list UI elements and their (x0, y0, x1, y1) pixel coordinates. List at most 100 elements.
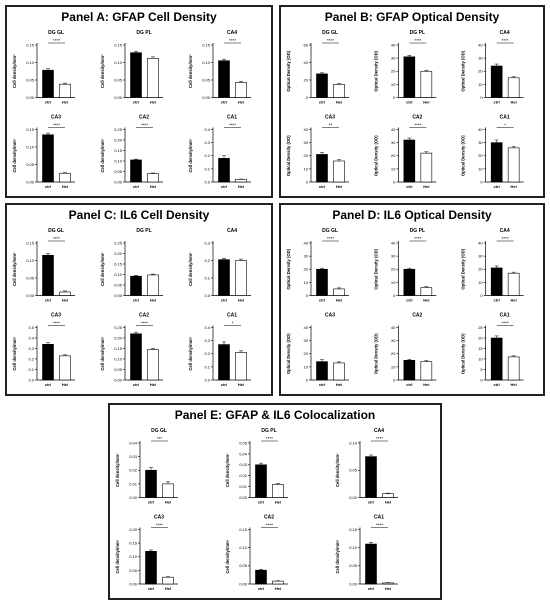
subchart-ca1: CA1 Cell density/mm³ 0.0 0.1 0.2 0.3 0.4 ctrl He… (188, 115, 251, 189)
bar-ctrl (218, 344, 230, 381)
y-tick-label: 0.10 (26, 60, 35, 65)
bar-hel (382, 582, 394, 585)
y-tick-label: 20 (478, 69, 483, 74)
subchart-dg-pl: DG PL Optical Density (OD) 0 10 20 30 40 ctrl He… (373, 30, 437, 105)
y-tick-label: 0.2 (28, 356, 34, 361)
y-tick-label: 10 (391, 280, 396, 285)
significance-label: ** (329, 122, 333, 127)
y-tick-label: 0.0 (28, 377, 34, 382)
y-tick-label: 0.00 (114, 377, 123, 382)
y-tick-label: 0 (306, 179, 309, 184)
y-axis-label: Cell density/mm³ (115, 539, 120, 573)
y-axis-label: Cell density/mm³ (12, 336, 17, 370)
bar-hel (59, 291, 71, 296)
x-tick-label: Hel (385, 586, 391, 591)
significance-label: **** (53, 236, 60, 241)
x-tick-label: ctrl (45, 100, 51, 105)
bar-ctrl (490, 65, 503, 98)
subchart-ca3: CA3 Optical Density (OD) 0 10 20 30 40 ctrl Hel *… (286, 115, 349, 189)
x-tick-label: Hel (150, 382, 156, 387)
y-tick-label: 20 (478, 153, 483, 158)
y-tick-label: 0 (480, 377, 483, 382)
y-tick-label: 0.20 (114, 251, 123, 256)
significance-label: **** (229, 122, 236, 127)
bar-hel (507, 147, 520, 183)
bar-hel (147, 349, 159, 381)
y-tick-label: 0.15 (114, 42, 123, 47)
y-tick-label: 0.00 (239, 495, 248, 500)
x-tick-label: ctrl (133, 298, 139, 303)
bar-ctrl (145, 551, 157, 585)
y-axis-label: Cell density/mm³ (188, 336, 193, 370)
bar-hel (420, 70, 433, 98)
y-tick-label: 0.00 (114, 95, 123, 100)
y-tick-label: 0 (480, 293, 483, 298)
y-tick-label: 0.00 (129, 495, 138, 500)
x-tick-label: ctrl (319, 184, 325, 189)
subchart-dg-gl: DG GL Cell density/mm³ 0.00 0.05 0.10 0.15 ctr… (12, 30, 75, 105)
y-axis-label: Optical Density (OD) (461, 50, 466, 91)
subchart-title: DG GL (151, 428, 167, 434)
x-tick-label: Hel (336, 298, 342, 303)
panel-charts: DG GL Optical Density (OD) 0 20 40 60 ctrl Hel *… (286, 30, 524, 189)
y-tick-label: 0.5 (28, 325, 34, 330)
bar-ctrl (42, 254, 54, 296)
bar-ctrl (316, 268, 328, 296)
y-tick-label: 0.20 (129, 527, 138, 532)
bar-hel (147, 274, 159, 296)
y-axis-label: Cell density/mm³ (225, 539, 230, 573)
significance-label: **** (53, 38, 60, 43)
x-tick-label: ctrl (368, 586, 374, 591)
y-axis-label: Cell density/mm³ (188, 54, 193, 88)
y-tick-label: 0.05 (114, 169, 123, 174)
y-tick-label: 30 (304, 254, 309, 259)
y-tick-label: 20 (304, 267, 309, 272)
x-tick-label: Hel (62, 184, 68, 189)
y-tick-label: 40 (391, 42, 396, 47)
bar-hel (162, 483, 174, 498)
bar-hel (420, 152, 433, 183)
y-tick-label: 0.15 (129, 541, 138, 546)
y-tick-label: 0.3 (28, 346, 34, 351)
y-tick-label: 0.10 (114, 60, 123, 65)
panel-charts: DG GL Cell density/mm³ 0.00 0.05 0.10 0.15 ctr… (12, 228, 251, 387)
y-axis-label: Cell density/mm³ (100, 54, 105, 88)
bar-hel (420, 361, 433, 381)
bar-ctrl (42, 134, 54, 183)
x-tick-label: Hel (511, 100, 517, 105)
bar-ctrl (218, 158, 230, 183)
y-tick-label: 0.25 (114, 325, 123, 330)
subchart-ca1: CA1 Optical Density (OD) 0 10 20 30 40 ctrl Hel * (461, 115, 524, 189)
bar-ctrl (130, 333, 142, 381)
x-tick-label: ctrl (221, 382, 227, 387)
y-tick-label: 0.01 (129, 481, 138, 486)
bar-ctrl (403, 139, 416, 183)
y-tick-label: 10 (391, 166, 396, 171)
significance-label: **** (141, 122, 148, 127)
bar-hel (59, 172, 71, 183)
y-tick-label: 20 (304, 351, 309, 356)
x-tick-label: Hel (165, 500, 171, 505)
y-tick-label: 40 (304, 127, 309, 132)
x-tick-label: ctrl (494, 184, 500, 189)
x-tick-label: ctrl (494, 382, 500, 387)
x-tick-label: Hel (385, 500, 391, 505)
y-tick-label: 40 (478, 240, 483, 245)
bar-hel (235, 352, 247, 381)
subchart-title: CA2 (264, 515, 274, 521)
bar-ctrl (42, 69, 54, 98)
bar-hel (333, 160, 345, 183)
x-tick-label: Hel (511, 382, 517, 387)
y-tick-label: 40 (391, 325, 396, 330)
y-tick-label: 0 (306, 293, 309, 298)
x-tick-label: ctrl (406, 184, 412, 189)
subchart-title: CA3 (51, 313, 61, 319)
y-tick-label: 0.0 (204, 293, 210, 298)
y-tick-label: 0.05 (129, 568, 138, 573)
y-tick-label: 30 (478, 254, 483, 259)
subchart-title: DG PL (136, 228, 151, 234)
bar-ctrl (255, 464, 267, 498)
y-tick-label: 0.04 (239, 451, 248, 456)
bar-hel (507, 356, 520, 381)
y-axis-label: Cell density/mm³ (188, 252, 193, 286)
